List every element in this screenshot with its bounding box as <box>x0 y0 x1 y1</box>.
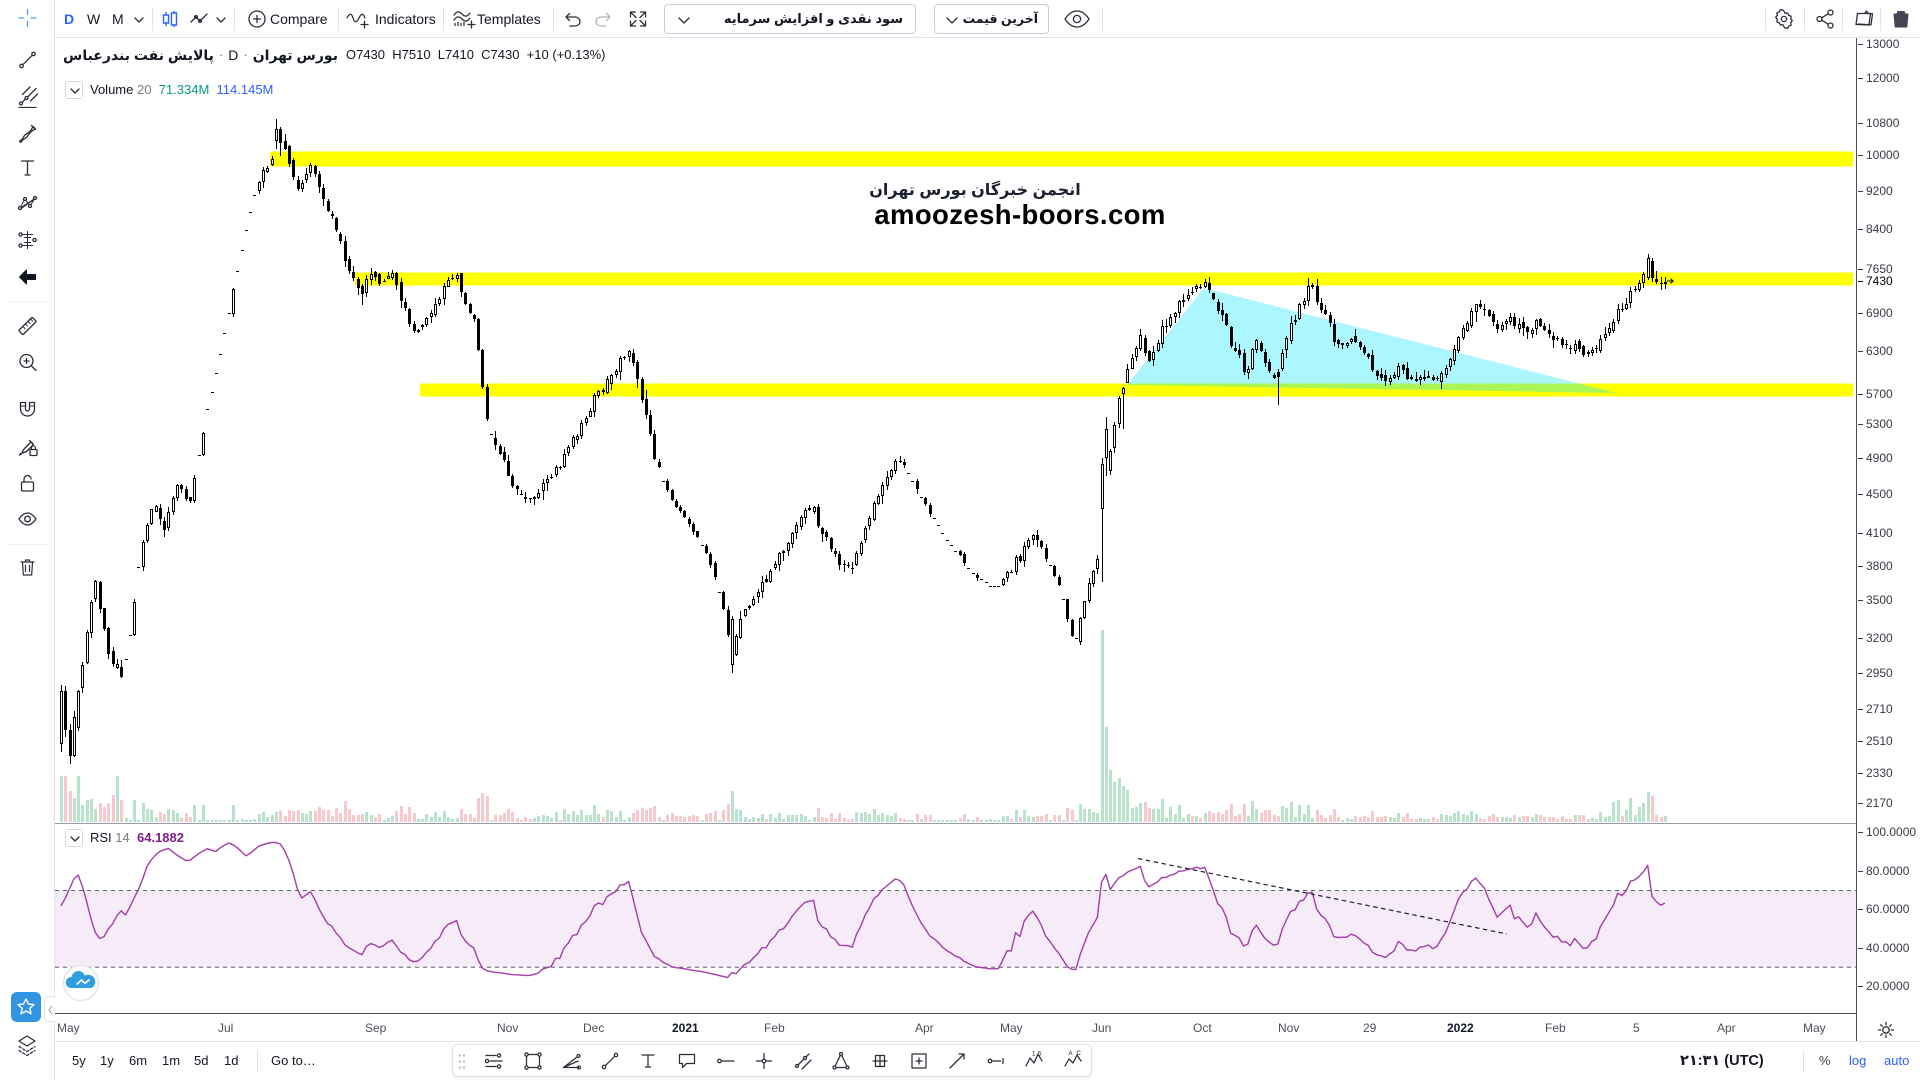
svg-text:1: 1 <box>1032 1052 1036 1058</box>
svg-text:A: A <box>1069 1051 1073 1057</box>
svg-text:5: 5 <box>1038 1052 1042 1058</box>
svg-text:C: C <box>1077 1051 1082 1057</box>
